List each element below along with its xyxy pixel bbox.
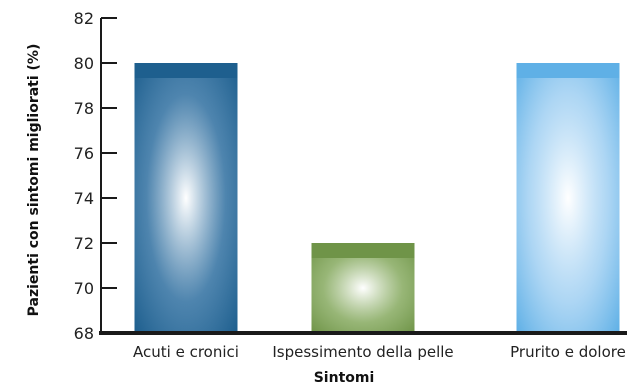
axes xyxy=(99,18,627,335)
y-tick-label: 68 xyxy=(74,324,94,343)
bar-body xyxy=(134,63,238,333)
bar-2 xyxy=(311,243,415,333)
x-category-labels: Acuti e cronici Ispessimento della pelle P… xyxy=(133,343,626,361)
x-category-label: Acuti e cronici xyxy=(133,343,239,361)
y-tick-label: 82 xyxy=(74,9,94,28)
bars-layer xyxy=(134,63,620,333)
x-category-label: Ispessimento della pelle xyxy=(272,343,453,361)
bar-top-cap xyxy=(134,63,238,78)
bar-top-cap xyxy=(516,63,620,78)
y-ticks: 68 70 72 74 76 78 80 82 xyxy=(74,9,117,343)
y-tick-label: 80 xyxy=(74,54,94,73)
y-tick-label: 74 xyxy=(74,189,94,208)
y-tick-label: 78 xyxy=(74,99,94,118)
bar-3 xyxy=(516,63,620,333)
bar-body xyxy=(516,63,620,333)
x-axis-title: Sintomi xyxy=(314,370,375,386)
y-tick-label: 76 xyxy=(74,144,94,163)
y-axis-title: Pazienti con sintomi migliorati (%) xyxy=(26,44,42,317)
bar-1 xyxy=(134,63,238,333)
y-tick-label: 70 xyxy=(74,279,94,298)
x-category-label: Prurito e dolore xyxy=(510,343,626,361)
bar-top-cap xyxy=(311,243,415,258)
y-tick-label: 72 xyxy=(74,234,94,253)
